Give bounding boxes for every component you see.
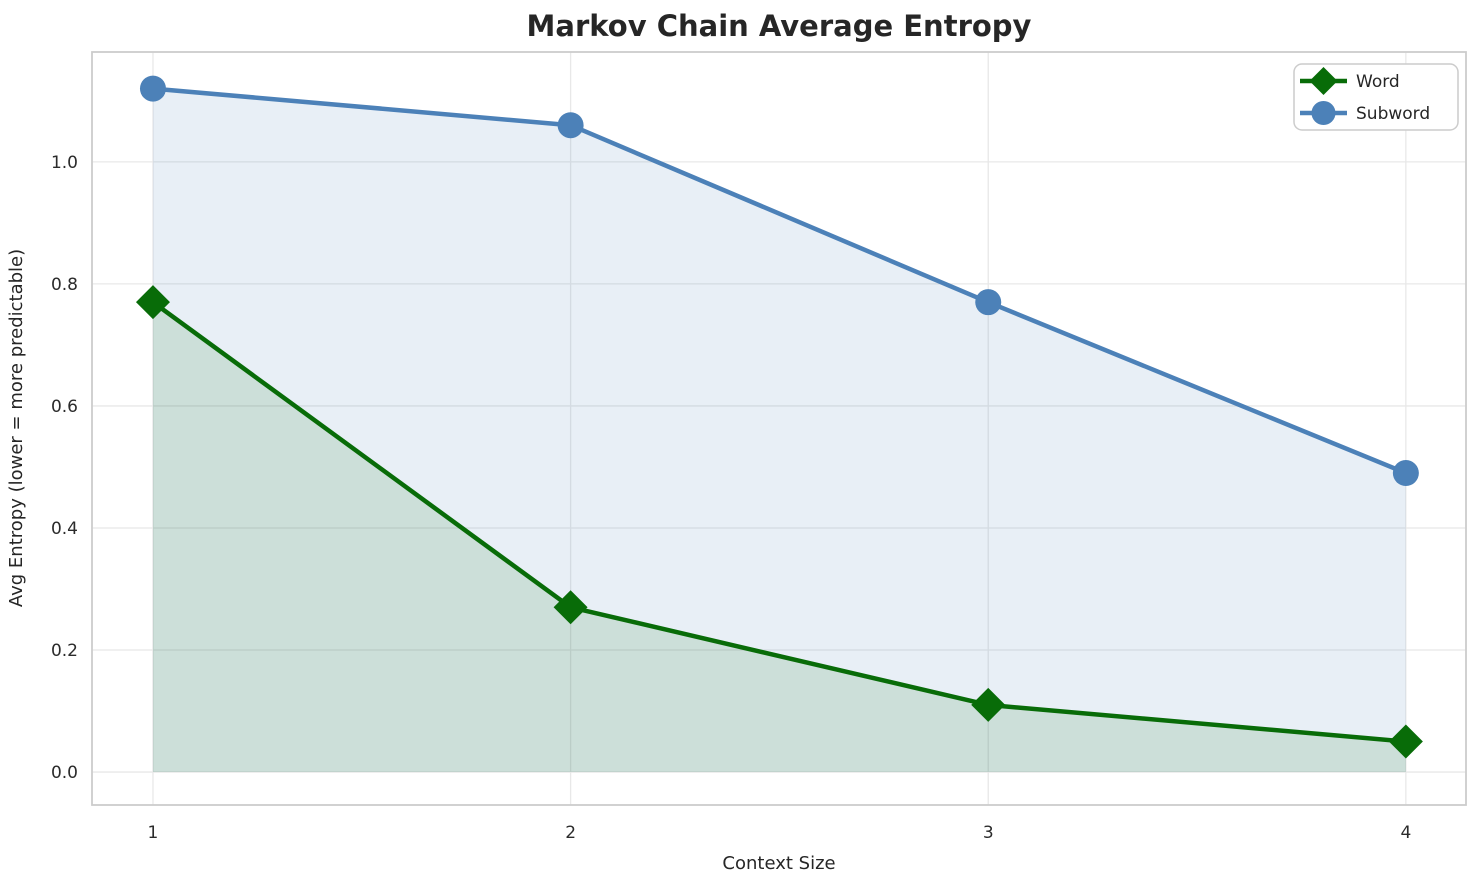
legend-label-subword: Subword — [1356, 104, 1430, 124]
chart-title: Markov Chain Average Entropy — [527, 9, 1032, 43]
x-tick-2: 2 — [565, 823, 576, 843]
word-marker-2 — [553, 590, 588, 625]
word-legend-marker-icon — [1309, 67, 1338, 95]
x-tick-4: 4 — [1400, 823, 1411, 843]
legend-entries: Word Subword — [1300, 67, 1430, 125]
word-marker-3 — [971, 687, 1006, 722]
word-line — [151, 300, 1407, 744]
y-axis-label: Avg Entropy (lower = more predictable) — [6, 249, 27, 607]
x-tick-3: 3 — [983, 823, 994, 843]
tick-layer: 1 2 3 4 0.0 0.2 0.4 0.6 0.8 1.0 — [51, 153, 1411, 843]
word-area-fill — [152, 302, 1406, 773]
subword-marker-3 — [975, 289, 1002, 316]
legend-item-word: Word — [1300, 67, 1400, 95]
subword-marker-4 — [1392, 460, 1419, 487]
line-layer — [135, 75, 1423, 759]
y-tick-0.6: 0.6 — [51, 397, 78, 417]
y-tick-0.4: 0.4 — [51, 519, 78, 539]
subword-legend-marker-icon — [1311, 101, 1336, 125]
subword-area-fill — [152, 88, 1406, 773]
grid-layer — [92, 52, 1466, 805]
legend-item-subword: Subword — [1300, 101, 1430, 125]
y-tick-0.2: 0.2 — [51, 641, 78, 661]
subword-line — [152, 86, 1407, 476]
plot-border — [91, 51, 1467, 806]
word-marker-4 — [1388, 724, 1423, 759]
y-tick-1.0: 1.0 — [51, 153, 78, 173]
y-tick-0.8: 0.8 — [51, 275, 78, 295]
fill-layer — [152, 88, 1406, 773]
legend: Word Subword — [1293, 63, 1459, 131]
subword-marker-1 — [139, 75, 166, 102]
y-tick-0.0: 0.0 — [51, 763, 78, 783]
x-tick-1: 1 — [148, 823, 159, 843]
legend-label-word: Word — [1356, 72, 1400, 92]
x-axis-label: Context Size — [722, 853, 835, 874]
subword-marker-2 — [557, 112, 584, 139]
word-marker-1 — [135, 285, 170, 320]
